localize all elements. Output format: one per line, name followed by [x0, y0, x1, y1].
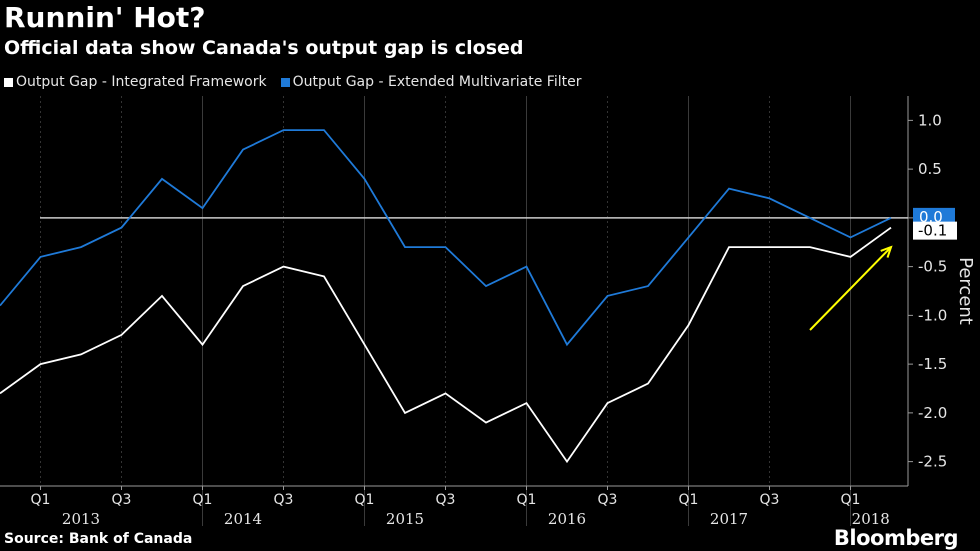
- x-tick-label: Q1: [841, 492, 861, 508]
- x-tick-label: Q3: [760, 492, 780, 508]
- legend-swatch-white: [4, 77, 13, 87]
- x-tick-label: Q3: [598, 492, 618, 508]
- source-note: Source: Bank of Canada: [4, 531, 193, 547]
- x-year-label: 2013: [62, 510, 100, 528]
- x-tick-label: Q1: [517, 492, 537, 508]
- x-tick-label: Q1: [193, 492, 213, 508]
- x-tick-label: Q1: [31, 492, 51, 508]
- x-year-label: 2016: [548, 510, 586, 528]
- end-tag-extended-label: 0.0: [919, 208, 943, 226]
- x-tick-label: Q3: [274, 492, 294, 508]
- legend-label-extended: Output Gap - Extended Multivariate Filte…: [292, 74, 582, 90]
- legend-item-extended: Output Gap - Extended Multivariate Filte…: [280, 72, 582, 92]
- chart-legend: Output Gap - Integrated Framework Output…: [4, 72, 595, 92]
- x-tick-label: Q1: [355, 492, 375, 508]
- end-tag-integrated-label: -0.1: [918, 222, 947, 240]
- y-tick-label: -1.0: [918, 306, 947, 324]
- y-tick-label: 1.0: [918, 111, 942, 129]
- y-tick-label: 0.5: [918, 160, 942, 178]
- series-line-integrated: [0, 226, 892, 464]
- end-tag-integrated: [913, 221, 957, 240]
- y-tick-label: -2.5: [918, 453, 947, 471]
- chart-title: Runnin' Hot?: [4, 1, 206, 34]
- legend-item-integrated: Output Gap - Integrated Framework: [4, 72, 267, 92]
- legend-swatch-blue: [280, 77, 290, 87]
- x-tick-label: Q3: [112, 492, 132, 508]
- x-year-label: 2017: [710, 510, 748, 528]
- legend-label-integrated: Output Gap - Integrated Framework: [16, 74, 267, 90]
- x-tick-label: Q3: [436, 492, 456, 508]
- bloomberg-logo: Bloomberg: [833, 526, 959, 550]
- y-tick-label: -1.5: [918, 355, 947, 373]
- y-axis-title: Percent: [955, 257, 976, 325]
- annotation-arrow-shaft: [809, 246, 892, 331]
- x-year-label: 2014: [224, 510, 262, 528]
- x-year-label: 2018: [852, 510, 890, 528]
- annotation-arrow-head: [880, 245, 893, 258]
- series-line-extended: [0, 129, 892, 347]
- y-tick-label: -0.5: [918, 258, 947, 276]
- y-tick-label: -2.0: [918, 404, 947, 422]
- x-year-label: 2015: [386, 510, 424, 528]
- end-tag-extended: [913, 207, 955, 226]
- chart-subtitle: Official data show Canada's output gap i…: [4, 37, 524, 59]
- x-tick-label: Q1: [679, 492, 699, 508]
